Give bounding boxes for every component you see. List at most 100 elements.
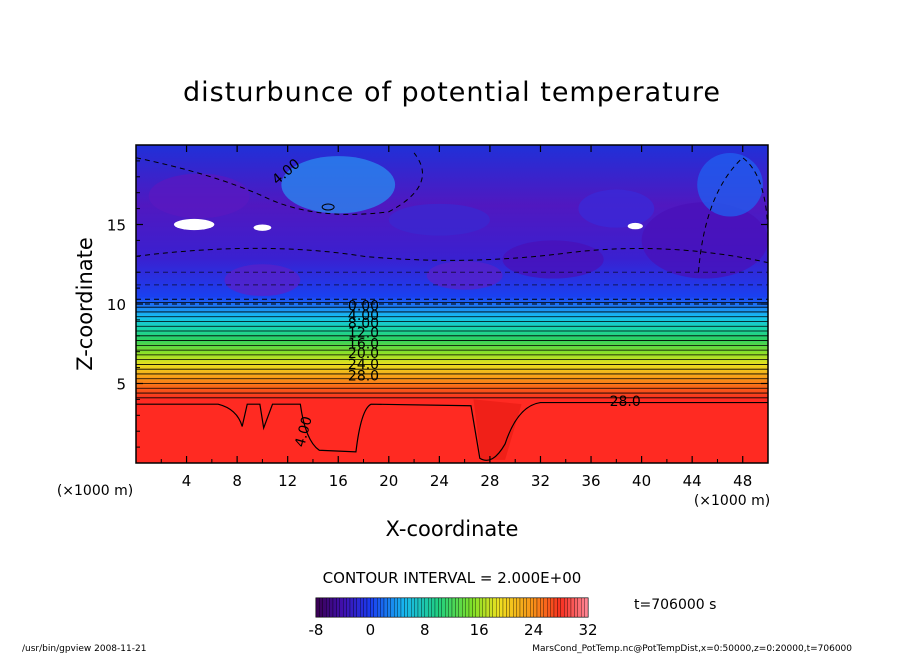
disturbance-blob-7 xyxy=(578,189,655,228)
x-tick-label: 28 xyxy=(480,472,499,490)
x-tick-label: 20 xyxy=(379,472,398,490)
colorbar-cell xyxy=(332,597,337,618)
x-tick-label: 32 xyxy=(531,472,550,490)
colorbar-cell xyxy=(377,597,381,618)
x-tick-label: 36 xyxy=(581,472,600,490)
colorbar-cell xyxy=(428,597,432,618)
warm-dip-1 xyxy=(473,399,522,460)
y-tick-label: 15 xyxy=(107,217,126,235)
colorbar-cell xyxy=(553,597,558,618)
y-axis-ticks: 5 10 15 xyxy=(107,160,768,448)
y-tick-label: 10 xyxy=(107,296,126,314)
colorbar-cell xyxy=(434,597,439,618)
disturbance-blob-6 xyxy=(697,152,763,217)
colorbar-cell xyxy=(336,597,340,618)
colorbar-cell xyxy=(387,597,391,618)
colorbar-tick-label: 8 xyxy=(420,621,430,639)
colorbar-cell xyxy=(397,597,402,618)
colorbar-cell xyxy=(516,597,521,618)
colorbar-cell xyxy=(329,597,334,618)
y-axis-unit: (×1000 m) xyxy=(57,483,133,499)
colorbar-cell xyxy=(479,597,483,618)
colorbar-cell xyxy=(407,597,412,618)
colorbar-cell xyxy=(570,597,575,618)
colorbar-cell xyxy=(326,597,330,618)
disturbance-blob-3 xyxy=(502,240,604,279)
contour-line-28 xyxy=(136,401,768,461)
footer-left: /usr/bin/gpview 2008-11-21 xyxy=(22,644,146,654)
contour-label: 28.0 xyxy=(610,394,641,410)
colorbar-cell xyxy=(346,597,351,618)
colorbar-ticks: -8 0 8 16 24 32 xyxy=(309,621,598,639)
colorbar-cell xyxy=(417,597,422,618)
colorbar-cell xyxy=(383,597,388,618)
colorbar-cell xyxy=(356,597,361,618)
disturbance-blob-5 xyxy=(224,264,301,297)
colorbar-cell xyxy=(523,597,527,618)
missing-patch-0 xyxy=(173,218,215,231)
colorbar-cell xyxy=(530,597,534,618)
colorbar-cell xyxy=(465,597,470,618)
missing-patch-2 xyxy=(627,222,643,230)
colorbar-tick-label: 0 xyxy=(366,621,376,639)
colorbar-cell xyxy=(574,597,578,618)
colorbar-cell xyxy=(451,597,456,618)
colorbar-tick-label: -8 xyxy=(309,621,324,639)
colorbar-cell xyxy=(557,597,561,618)
colorbar-cell xyxy=(584,597,589,618)
colorbar-cell xyxy=(424,597,429,618)
colorbar-cell xyxy=(353,597,357,618)
colorbar-cell xyxy=(315,597,320,618)
x-tick-label: 8 xyxy=(232,472,242,490)
contour-loop xyxy=(321,203,335,211)
x-tick-label: 48 xyxy=(733,472,752,490)
x-tick-label: 16 xyxy=(329,472,348,490)
disturbance-blob-1 xyxy=(148,173,250,219)
missing-patch-1 xyxy=(253,224,272,231)
colorbar-cell xyxy=(482,597,487,618)
colorbar-cell xyxy=(560,597,565,618)
colorbar-cell xyxy=(445,597,449,618)
colorbar-cell xyxy=(533,597,538,618)
colorbar-cell xyxy=(366,597,371,618)
contour-label: 28.0 xyxy=(348,368,379,384)
x-tick-label: 24 xyxy=(430,472,449,490)
colorbar-cell xyxy=(475,597,480,618)
contour-label: 12.0 xyxy=(348,325,379,341)
colorbar-tick-label: 24 xyxy=(524,621,543,639)
x-axis-label: X-coordinate xyxy=(386,517,519,541)
footer-right: MarsCond_PotTemp.nc@PotTempDist,x=0:5000… xyxy=(532,644,852,654)
disturbance-blob-4 xyxy=(426,261,503,290)
colorbar-cell xyxy=(526,597,531,618)
y-tick-label: 5 xyxy=(116,376,126,394)
disturbance-blob-0 xyxy=(281,156,396,214)
colorbar-cell xyxy=(390,597,395,618)
x-tick-label: 4 xyxy=(182,472,192,490)
colorbar-cell xyxy=(543,597,548,618)
time-label: t=706000 s xyxy=(634,597,716,613)
colorbar-cell xyxy=(519,597,524,618)
disturbance-blob-2 xyxy=(641,202,768,279)
field-decor xyxy=(148,152,768,460)
contour-label: 4.00 xyxy=(348,308,379,324)
colorbar-cell xyxy=(343,597,347,618)
plot-area xyxy=(136,145,768,463)
colorbar-cell xyxy=(489,597,493,618)
colorbar-cell xyxy=(441,597,446,618)
colorbar-cell xyxy=(485,597,490,618)
colorbar-cell xyxy=(438,597,442,618)
contour-label: 16.0 xyxy=(348,337,379,353)
disturbance-blob-8 xyxy=(388,203,490,236)
colorbar-cell xyxy=(414,597,419,618)
colorbar-cell xyxy=(536,597,541,618)
contour-line-disturbance-0 xyxy=(136,152,423,215)
y-axis-label: Z-coordinate xyxy=(73,237,97,371)
colorbar-cell xyxy=(400,597,405,618)
contour-interval: CONTOUR INTERVAL = 2.000E+00 xyxy=(323,569,582,587)
colorbar-cell xyxy=(496,597,500,618)
colorbar-cell xyxy=(513,597,517,618)
colorbar-cell xyxy=(550,597,555,618)
colorbar-cell xyxy=(564,597,568,618)
contour-label: 20.0 xyxy=(348,346,379,362)
